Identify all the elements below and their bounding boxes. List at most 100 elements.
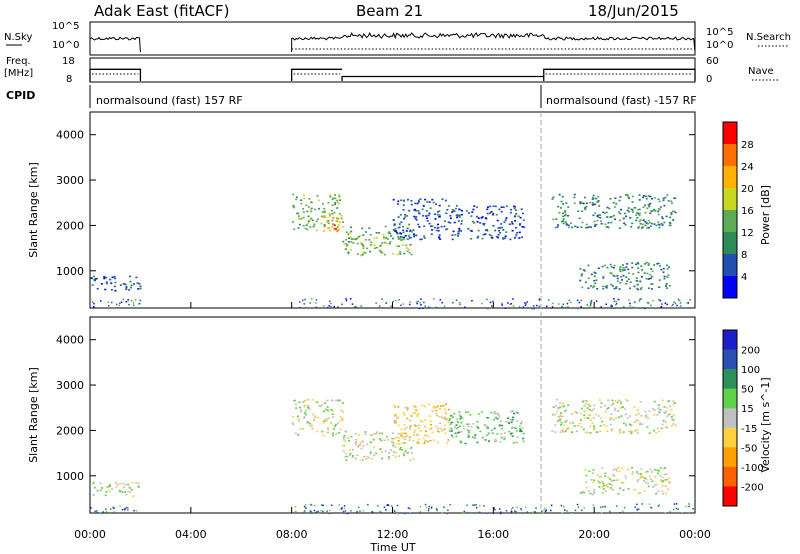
- echo-cell: [500, 433, 503, 435]
- echo-cell: [562, 203, 565, 205]
- ground-cell: [417, 300, 419, 303]
- echo-cell: [449, 215, 452, 217]
- echo-cell: [645, 222, 648, 224]
- ground-cell: [99, 512, 102, 515]
- echo-cell: [459, 415, 462, 418]
- echo-cell: [647, 417, 650, 420]
- echo-cell: [433, 226, 436, 229]
- echo-cell: [594, 272, 597, 274]
- echo-cell: [477, 427, 480, 429]
- echo-cell: [304, 412, 307, 414]
- echo-cell: [616, 275, 619, 277]
- ground-cell: [492, 512, 495, 515]
- echo-cell: [516, 412, 519, 414]
- x-tick-label: 12:00: [377, 528, 409, 541]
- echo-cell: [431, 410, 434, 412]
- echo-cell: [564, 210, 567, 212]
- ground-cell: [677, 298, 680, 300]
- echo-cell: [586, 226, 589, 229]
- echo-cell: [650, 210, 653, 212]
- echo-cell: [307, 398, 310, 401]
- echo-cell: [493, 427, 496, 430]
- colorbar-tick-label: 100: [741, 365, 760, 376]
- echo-cell: [602, 277, 605, 279]
- echo-cell: [476, 221, 479, 223]
- echo-cell: [491, 432, 494, 434]
- echo-cell: [479, 222, 482, 224]
- echo-cell: [570, 222, 572, 225]
- echo-cell: [358, 434, 360, 436]
- echo-cell: [589, 414, 591, 416]
- echo-cell: [473, 205, 476, 207]
- ground-cell: [580, 306, 582, 308]
- echo-cell: [653, 484, 656, 486]
- echo-cell: [643, 272, 646, 274]
- echo-cell: [460, 422, 463, 424]
- echo-cell: [631, 222, 634, 225]
- cpid-text-first: normalsound (fast) 157 RF: [96, 94, 243, 107]
- echo-cell: [488, 234, 491, 236]
- echo-cell: [617, 493, 620, 495]
- echo-cell: [591, 198, 594, 200]
- echo-cell: [513, 207, 516, 210]
- echo-cell: [619, 196, 622, 198]
- freq-trace: [89, 68, 696, 81]
- ground-cell: [459, 302, 461, 304]
- echo-cell: [636, 480, 639, 483]
- echo-cell: [635, 219, 638, 222]
- ground-cell: [315, 299, 318, 301]
- echo-cell: [369, 434, 372, 436]
- echo-cell: [434, 213, 436, 215]
- echo-cell: [559, 419, 562, 421]
- ground-cell: [615, 302, 618, 305]
- y-tick-label: 4000: [56, 334, 84, 347]
- echo-cell: [555, 398, 558, 401]
- echo-cell: [612, 469, 615, 471]
- echo-cell: [398, 226, 401, 229]
- ground-cell: [430, 505, 433, 508]
- echo-cell: [609, 423, 612, 426]
- echo-cell: [669, 222, 672, 225]
- ground-cell: [119, 505, 121, 507]
- echo-cell: [660, 427, 663, 430]
- echo-cell: [584, 208, 587, 211]
- echo-cell: [620, 402, 623, 404]
- ground-cell: [118, 304, 120, 307]
- echo-cell: [300, 411, 303, 413]
- ground-cell: [330, 305, 332, 308]
- echo-cell: [459, 425, 461, 428]
- echo-cell: [651, 197, 653, 200]
- echo-cell: [665, 426, 668, 428]
- ground-cell: [638, 300, 641, 302]
- echo-cell: [302, 216, 305, 219]
- echo-region-2: [321, 216, 343, 233]
- echo-cell: [518, 425, 521, 427]
- echo-cell: [602, 424, 605, 426]
- echo-cell: [559, 415, 562, 418]
- echo-cell: [645, 197, 648, 200]
- echo-cell: [119, 284, 122, 286]
- echo-cell: [392, 219, 395, 221]
- echo-cell: [389, 241, 392, 243]
- echo-cell: [423, 225, 426, 228]
- echo-region-1: [291, 398, 344, 437]
- echo-cell: [651, 283, 654, 285]
- echo-cell: [101, 487, 104, 489]
- echo-cell: [449, 423, 452, 425]
- echo-cell: [334, 425, 337, 427]
- echo-region-5: [551, 398, 677, 435]
- ground-cell: [419, 302, 421, 304]
- echo-cell: [625, 215, 628, 218]
- echo-cell: [458, 229, 461, 232]
- echo-cell: [486, 230, 489, 232]
- ground-cell: [402, 303, 405, 305]
- echo-cell: [558, 212, 561, 214]
- echo-cell: [631, 262, 634, 264]
- echo-cell: [511, 223, 514, 225]
- ground-cell: [439, 299, 442, 301]
- ground-cell: [686, 302, 688, 304]
- echo-cell: [428, 201, 431, 203]
- echo-cell: [309, 424, 311, 426]
- echo-cell: [601, 467, 604, 469]
- echo-cell: [471, 220, 474, 223]
